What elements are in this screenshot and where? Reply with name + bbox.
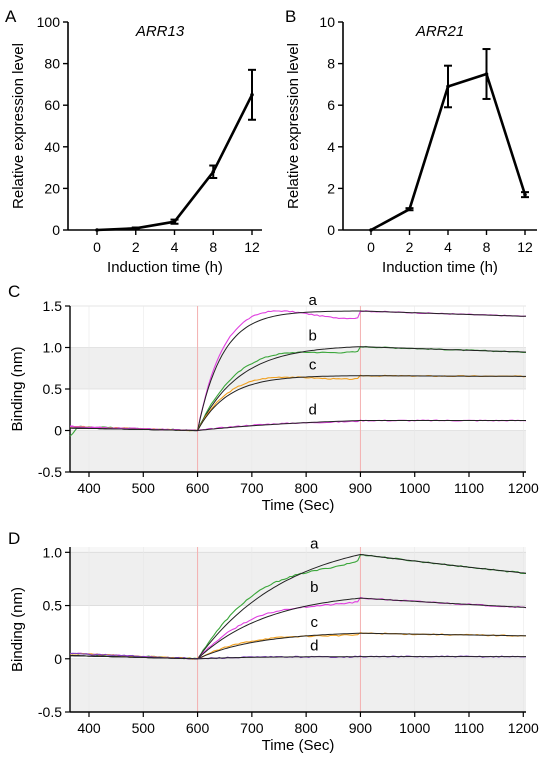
x-tick-label: 2	[132, 239, 140, 255]
panel-letter-b: B	[285, 7, 296, 26]
x-tick-label: 4	[171, 239, 179, 255]
x-tick-label: 1200	[508, 480, 539, 496]
x-tick-label: 4	[444, 239, 452, 255]
x-tick-label: 800	[294, 720, 318, 736]
x-tick-label: 8	[209, 239, 217, 255]
x-tick-label: 1100	[454, 720, 484, 736]
y-tick-label: 40	[44, 139, 60, 155]
curve-label: b	[308, 328, 316, 345]
x-tick-label: 500	[132, 480, 156, 496]
y-tick-label: 1.0	[43, 544, 63, 560]
grid-band	[70, 552, 526, 606]
chart-binding-c: -0.5 0 0.5 1.0 1.5 400 500 600 700 800 900 1000 1100…	[9, 292, 539, 514]
y-tick-label: 0	[54, 423, 62, 439]
grid-band	[70, 547, 526, 553]
x-tick-label: 600	[186, 480, 210, 496]
y-axis-title: Binding (nm)	[9, 346, 26, 431]
x-tick-label: 0	[93, 239, 101, 255]
x-tick-label: 2	[406, 239, 414, 255]
x-tick-label: 700	[240, 720, 264, 736]
y-tick-label: 8	[327, 56, 335, 72]
y-axis-title: Binding (nm)	[9, 587, 26, 672]
y-tick-label: 2	[327, 180, 335, 196]
data-point	[211, 169, 216, 174]
data-point	[133, 226, 138, 231]
data-point	[484, 72, 489, 76]
x-tick-label: 1000	[399, 480, 430, 496]
panel-letter-c: C	[8, 282, 20, 301]
x-axis-title: Induction time (h)	[382, 259, 498, 276]
grid-band	[70, 347, 526, 389]
data-point	[446, 84, 450, 89]
y-tick-label: -0.5	[38, 704, 62, 720]
grid-band	[70, 658, 526, 712]
x-axis-title: Time (Sec)	[262, 737, 335, 754]
series-line	[96, 94, 254, 232]
sensorgram-fit	[70, 597, 527, 660]
y-tick-label: 10	[319, 14, 335, 30]
data-point	[250, 93, 254, 97]
curve-label: a	[308, 292, 317, 309]
y-tick-label: 0	[54, 651, 62, 667]
data-point	[369, 228, 373, 232]
sensorgram-fit	[69, 420, 526, 432]
grid-band	[70, 430, 526, 472]
y-tick-label: 0.5	[43, 598, 63, 614]
x-tick-label: 900	[349, 480, 373, 496]
curve-label: a	[310, 535, 319, 552]
y-axis-title: Relative expression level	[285, 43, 302, 209]
y-tick-label: 60	[44, 97, 60, 113]
x-tick-label: 700	[240, 480, 264, 496]
panel-letter-d: D	[8, 529, 20, 548]
sensorgram-raw	[69, 596, 527, 660]
y-tick-label: 1.5	[43, 298, 63, 314]
chart-arr21: 0 2 4 6 8 10 0 2 4 8 12 Induction time (h) Relative …	[285, 14, 537, 276]
x-tick-label: 400	[77, 720, 101, 736]
y-tick-label: 4	[327, 139, 335, 155]
y-tick-label: 6	[327, 97, 335, 113]
x-tick-label: 800	[294, 480, 318, 496]
curve-label: c	[309, 357, 317, 374]
x-tick-label: 1000	[399, 720, 430, 736]
x-tick-label: 0	[367, 239, 375, 255]
curve-label: c	[311, 614, 319, 631]
curve-label: b	[310, 579, 318, 596]
x-tick-label: 900	[349, 720, 373, 736]
chart-binding-d: -0.5 0 0.5 1.0 400 500 600 700 800 900 1000 1100 120…	[9, 535, 539, 754]
curve-label: d	[310, 638, 318, 655]
data-point	[523, 192, 527, 197]
x-tick-label: 500	[132, 720, 156, 736]
sensorgram-fit	[70, 655, 526, 660]
x-tick-label: 400	[77, 480, 101, 496]
gene-title: ARR21	[415, 23, 464, 40]
y-tick-label: 1.0	[43, 340, 63, 356]
x-axis-title: Induction time (h)	[107, 259, 223, 276]
sensorgram-raw	[69, 652, 527, 660]
x-tick-label: 1200	[508, 720, 539, 736]
y-tick-label: 80	[44, 56, 60, 72]
y-tick-label: 0.5	[43, 381, 63, 397]
data-point	[172, 219, 177, 224]
y-tick-label: 0	[327, 222, 335, 238]
data-point	[407, 207, 412, 211]
y-tick-label: 20	[44, 180, 60, 196]
panel-letter-a: A	[5, 7, 17, 26]
y-axis-title: Relative expression level	[10, 43, 27, 209]
curve-label: d	[308, 402, 316, 419]
x-tick-label: 12	[244, 239, 260, 255]
data-point	[95, 228, 99, 232]
gene-title: ARR13	[135, 23, 185, 40]
chart-arr13: 0 20 40 60 80 100 0 2 4 8 12 Induction time (h) Rela…	[10, 14, 262, 276]
y-tick-label: 100	[37, 14, 61, 30]
x-tick-label: 12	[517, 239, 533, 255]
y-tick-label: 0	[52, 222, 60, 238]
sensorgram-fit	[70, 632, 526, 660]
x-tick-label: 600	[186, 720, 210, 736]
x-axis-title: Time (Sec)	[262, 497, 335, 514]
x-tick-label: 8	[483, 239, 491, 255]
x-tick-label: 1100	[454, 480, 484, 496]
y-tick-label: -0.5	[38, 464, 62, 480]
